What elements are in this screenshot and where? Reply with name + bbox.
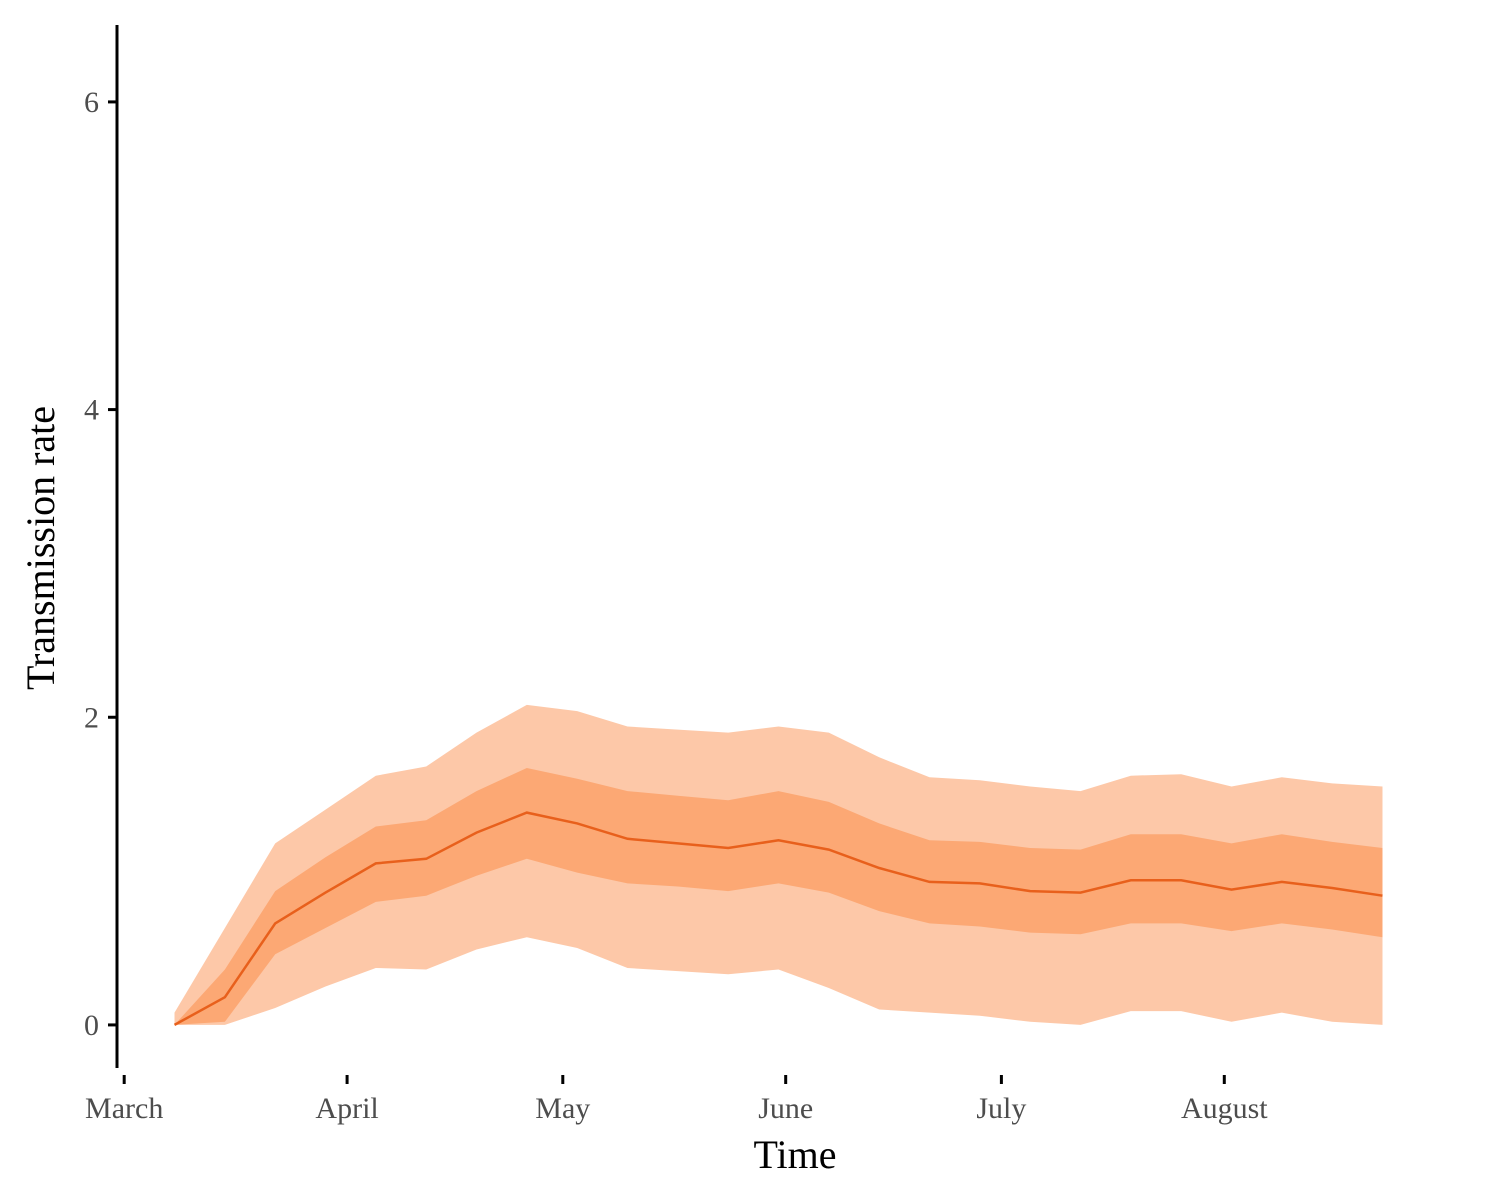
x-tick-label: March — [85, 1092, 163, 1125]
y-tick-label: 6 — [84, 86, 99, 119]
x-tick-label: May — [535, 1092, 590, 1125]
y-axis-ticks: 0 2 4 6 — [84, 86, 117, 1042]
x-axis-title: Time — [753, 1132, 836, 1177]
x-tick-label: April — [315, 1092, 378, 1125]
y-tick-label: 0 — [84, 1009, 99, 1042]
x-axis-ticks: March April May June July August — [85, 1075, 1268, 1125]
y-tick-label: 4 — [84, 394, 99, 427]
x-tick-label: June — [758, 1092, 813, 1125]
y-tick-label: 2 — [84, 701, 99, 734]
median-line — [173, 811, 1383, 1026]
y-axis-title: Transmission rate — [18, 406, 63, 690]
median-line-group — [173, 811, 1383, 1026]
x-tick-label: August — [1181, 1092, 1268, 1125]
x-tick-label: July — [976, 1092, 1026, 1125]
uncertainty-bands — [174, 704, 1383, 1025]
